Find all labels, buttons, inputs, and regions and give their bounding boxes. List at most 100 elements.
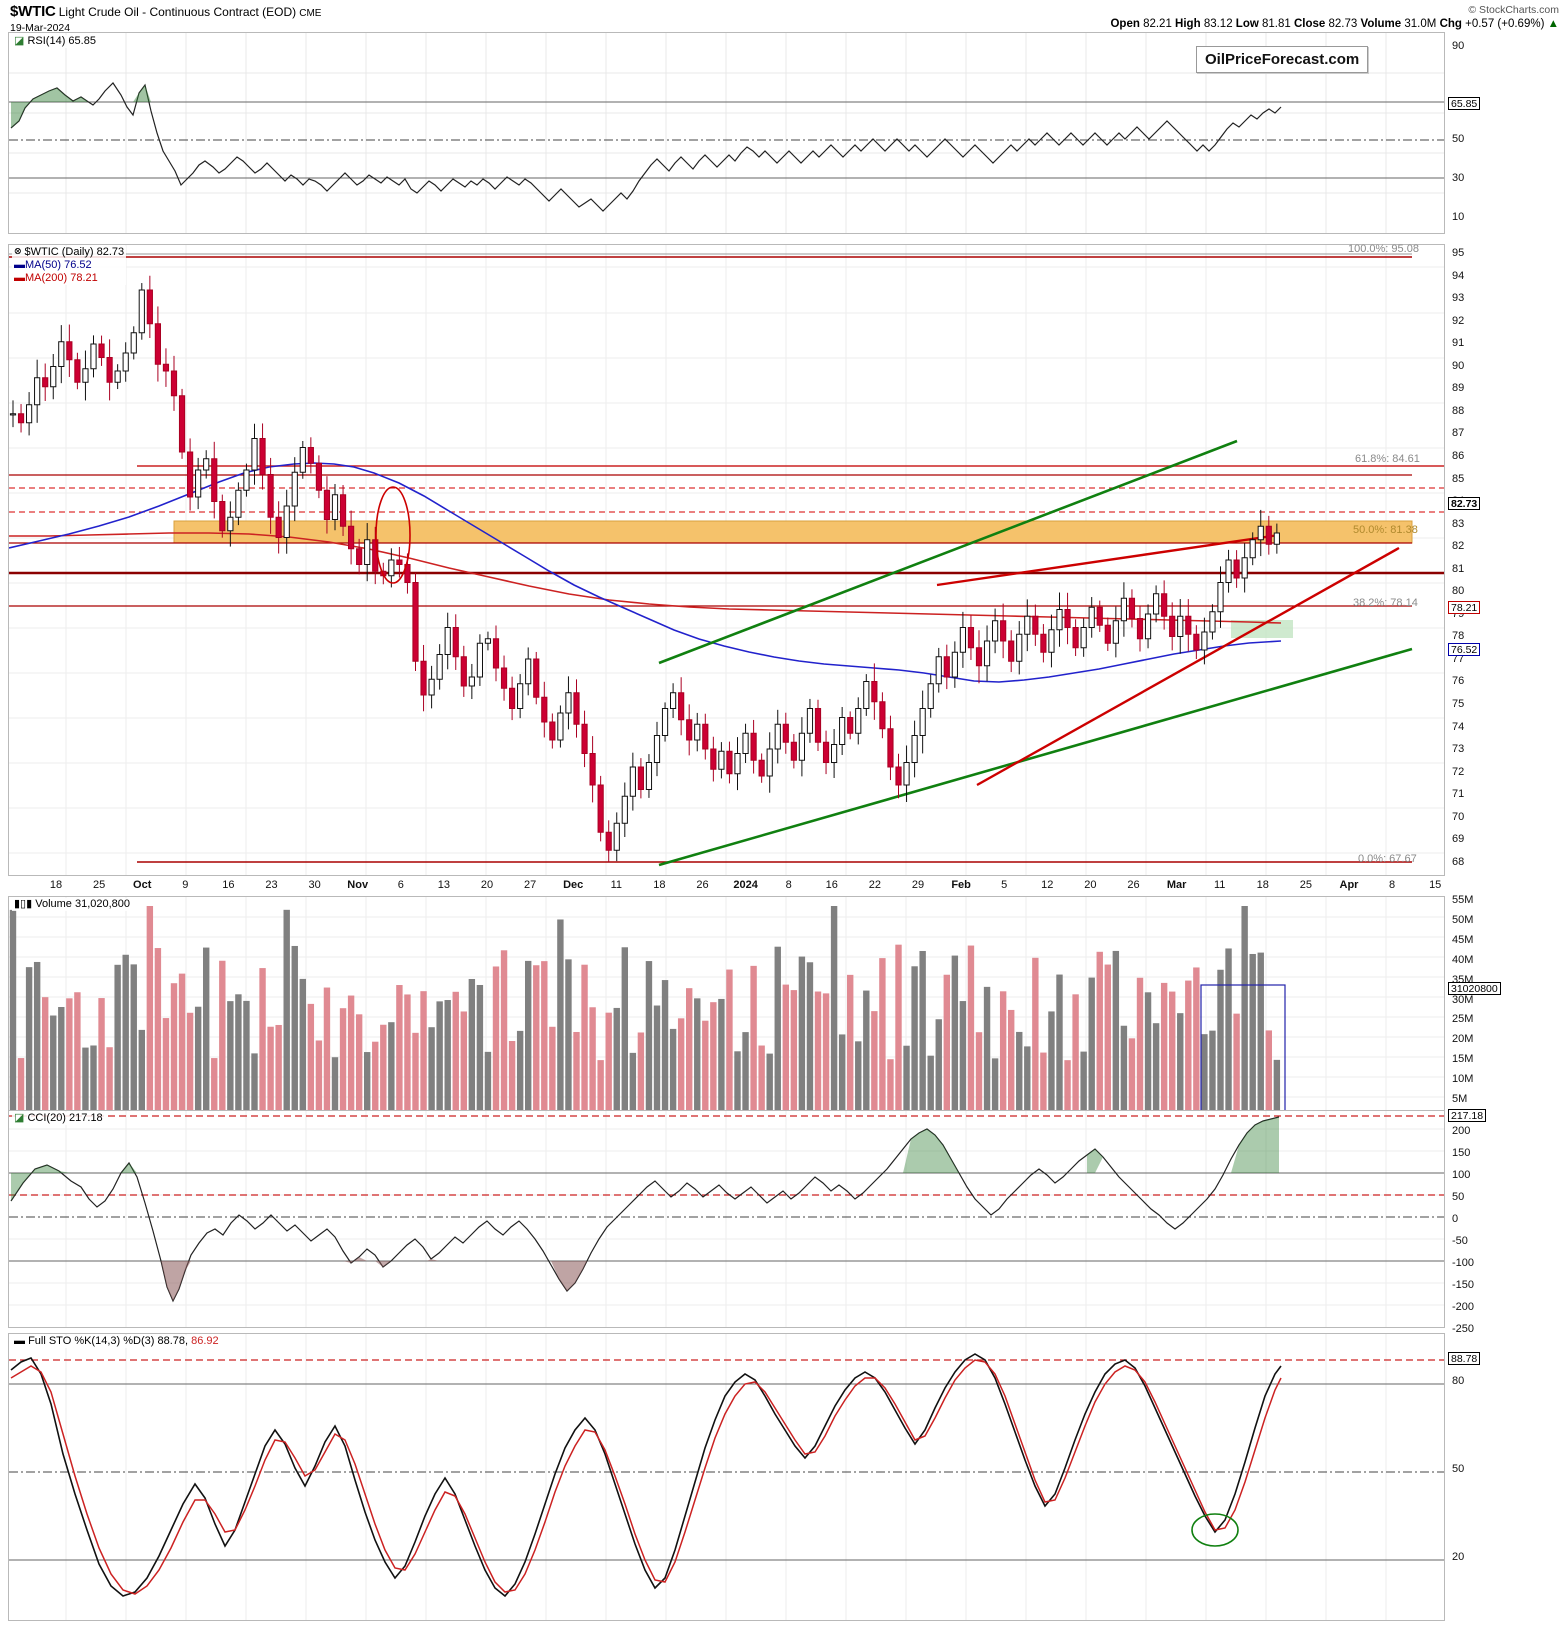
price-tick: 81 xyxy=(1452,562,1465,575)
volume-tick: 40M xyxy=(1452,953,1474,966)
cci-icon: ◪ xyxy=(14,1112,25,1124)
rsi-tick-10: 10 xyxy=(1452,211,1465,223)
volume-value-box: 31020800 xyxy=(1448,982,1501,995)
volume-tick: 30M xyxy=(1452,993,1474,1006)
watermark-badge: OilPriceForecast.com xyxy=(1196,46,1369,73)
date-tick: 20 xyxy=(480,879,494,891)
sto-d-value: 86.92 xyxy=(191,1335,219,1347)
symbol-description: Light Crude Oil - Continuous Contract (E… xyxy=(58,5,297,19)
volume-label: Volume xyxy=(1360,18,1402,30)
volume-icon: ▮▯▮ xyxy=(14,898,33,910)
exchange-label: CME xyxy=(299,8,322,19)
price-tick: 68 xyxy=(1452,855,1465,868)
date-axis: 18 25 Oct 9 16 23 30 Nov 6 13 20 27 Dec 11 18 26 2024 8 16… xyxy=(8,878,1445,894)
chart-title: $WTIC Light Crude Oil - Continuous Contr… xyxy=(10,4,321,19)
date-tick: 25 xyxy=(92,879,106,891)
date-tick: 5 xyxy=(1001,879,1008,891)
date-tick: 20 xyxy=(1084,879,1097,891)
volume-value: 31.0M xyxy=(1404,18,1437,30)
rsi-tick-30: 30 xyxy=(1452,172,1465,184)
price-value-box: 82.73 xyxy=(1448,497,1481,510)
price-tick: 92 xyxy=(1452,314,1465,327)
date-tick: 18 xyxy=(49,879,63,891)
date-tick: 30 xyxy=(308,879,321,891)
price-tick: 88 xyxy=(1452,404,1465,417)
price-legend-ma50: MA(50) 76.52 xyxy=(25,259,92,271)
volume-tick: 50M xyxy=(1452,913,1474,926)
date-tick: Apr xyxy=(1339,879,1359,891)
volume-tick: 10M xyxy=(1452,1073,1474,1086)
open-label: Open xyxy=(1110,18,1140,30)
price-tick: 78 xyxy=(1452,630,1465,643)
cci-tick: 0 xyxy=(1452,1213,1459,1225)
volume-legend: ▮▯▮ Volume 31,020,800 xyxy=(12,898,133,911)
cci-panel: ◪ CCI(20) 217.18 xyxy=(8,1110,1445,1328)
price-tick: 72 xyxy=(1452,765,1465,778)
date-tick: 6 xyxy=(397,879,404,891)
volume-tick: 55M xyxy=(1452,894,1474,906)
price-tick: 91 xyxy=(1452,337,1465,350)
cci-legend-text: CCI(20) 217.18 xyxy=(27,1112,103,1124)
sto-tick: 50 xyxy=(1452,1463,1465,1475)
fib-label-50: 50.0%: 81.38 xyxy=(1353,524,1418,536)
sto-tick: 80 xyxy=(1452,1375,1465,1387)
date-tick: 25 xyxy=(1299,879,1313,891)
price-tick: 76 xyxy=(1452,675,1465,688)
price-plot xyxy=(9,245,1444,875)
price-tick: 93 xyxy=(1452,292,1465,305)
sto-legend-prefix: Full STO %K(14,3) %D(3) xyxy=(28,1335,155,1347)
price-tick: 71 xyxy=(1452,788,1465,801)
quote-bar: Open 82.21 High 83.12 Low 81.81 Close 82… xyxy=(1110,18,1559,30)
cci-tick: -50 xyxy=(1452,1235,1468,1247)
rsi-icon: ◪ xyxy=(14,35,25,47)
date-tick: 18 xyxy=(653,879,666,891)
volume-tick: 45M xyxy=(1452,933,1474,946)
price-panel: ᳁ $WTIC (Daily) 82.73 ▬MA(50) 76.52 ▬MA(… xyxy=(8,244,1445,876)
date-tick: 8 xyxy=(785,879,792,891)
sto-tick: 20 xyxy=(1452,1551,1465,1563)
price-legend-ma200: MA(200) 78.21 xyxy=(25,272,98,284)
stockcharts-credit: © StockCharts.com xyxy=(1468,4,1559,16)
date-tick: 29 xyxy=(911,879,925,891)
price-tick: 80 xyxy=(1452,585,1465,598)
sto-line-icon: ▬ xyxy=(14,1335,25,1347)
date-tick: 16 xyxy=(222,879,235,891)
fib-label-618: 61.8%: 84.61 xyxy=(1355,453,1420,465)
rsi-value-box: 65.85 xyxy=(1448,97,1481,110)
fib-label-0: 0.0%: 67.67 xyxy=(1358,853,1417,865)
date-tick: 13 xyxy=(437,879,451,891)
price-tick: 89 xyxy=(1452,382,1465,395)
stochastic-legend: ▬ Full STO %K(14,3) %D(3) 88.78, 86.92 xyxy=(12,1335,221,1348)
cci-tick: 50 xyxy=(1452,1191,1465,1203)
price-tick: 90 xyxy=(1452,359,1465,372)
ma200-value-box: 78.21 xyxy=(1448,601,1481,614)
open-value: 82.21 xyxy=(1143,18,1172,30)
cci-tick: -150 xyxy=(1452,1279,1475,1291)
close-value: 82.73 xyxy=(1328,18,1358,30)
date-tick: Feb xyxy=(951,879,971,891)
date-tick: 2024 xyxy=(733,879,758,891)
cci-value-box: 217.18 xyxy=(1448,1109,1487,1122)
rsi-legend-text: RSI(14) 65.85 xyxy=(27,35,96,47)
price-tick: 69 xyxy=(1452,833,1465,846)
close-label: Close xyxy=(1293,18,1326,30)
cci-tick: -100 xyxy=(1452,1257,1475,1269)
cci-tick: -250 xyxy=(1452,1323,1475,1335)
date-tick: 15 xyxy=(1429,879,1442,891)
cci-tick: 100 xyxy=(1452,1169,1471,1181)
chart-date: 19-Mar-2024 xyxy=(10,22,71,34)
change-arrow-icon: ▲ xyxy=(1547,18,1559,30)
price-tick: 70 xyxy=(1452,810,1465,823)
cci-tick: -200 xyxy=(1452,1301,1475,1313)
fib-label-382: 38.2%: 78.14 xyxy=(1353,597,1418,609)
volume-tick: 25M xyxy=(1452,1013,1474,1026)
date-tick: 23 xyxy=(265,879,278,891)
low-label: Low xyxy=(1235,18,1259,30)
date-tick: Nov xyxy=(347,879,369,891)
price-tick: 74 xyxy=(1452,720,1465,733)
ma200-swatch-icon: ▬ xyxy=(14,272,25,284)
date-tick: 16 xyxy=(825,879,838,891)
stochastic-plot xyxy=(9,1334,1444,1620)
date-tick: Dec xyxy=(563,879,584,891)
